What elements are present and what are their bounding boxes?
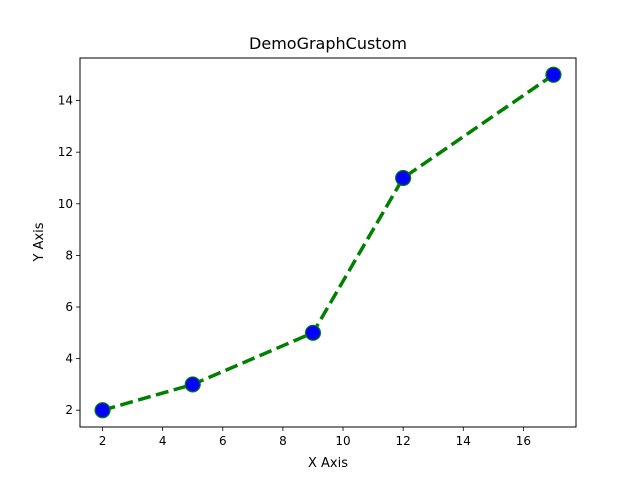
x-tick-label: 10 — [335, 434, 350, 448]
y-tick-label: 10 — [58, 197, 73, 211]
data-point — [304, 324, 322, 341]
y-axis-label: Y Axis — [32, 222, 47, 262]
x-tick-label: 2 — [99, 434, 107, 448]
x-tick-label: 16 — [516, 434, 531, 448]
y-tick-label: 8 — [65, 248, 73, 262]
plot-area: 2 4 6 8 10 12 14 16 2 4 6 8 10 12 14 — [58, 57, 577, 448]
x-tick-label: 12 — [396, 434, 411, 448]
data-point — [94, 402, 111, 419]
x-tick-label: 4 — [159, 434, 167, 448]
data-point — [184, 376, 201, 393]
x-tick-label: 8 — [279, 434, 287, 448]
data-point — [395, 169, 412, 187]
y-tick-label: 4 — [65, 352, 73, 366]
data-point — [545, 66, 562, 83]
y-tick-label: 14 — [58, 94, 73, 108]
chart-title: DemoGraphCustom — [249, 34, 407, 53]
x-axis-label: X Axis — [308, 456, 348, 471]
y-tick-label: 12 — [58, 145, 73, 159]
y-tick-label: 2 — [65, 403, 73, 417]
axes-frame — [79, 57, 577, 428]
x-tick-label: 14 — [456, 434, 471, 448]
y-tick-label: 6 — [65, 300, 73, 314]
x-tick-label: 6 — [219, 434, 227, 448]
